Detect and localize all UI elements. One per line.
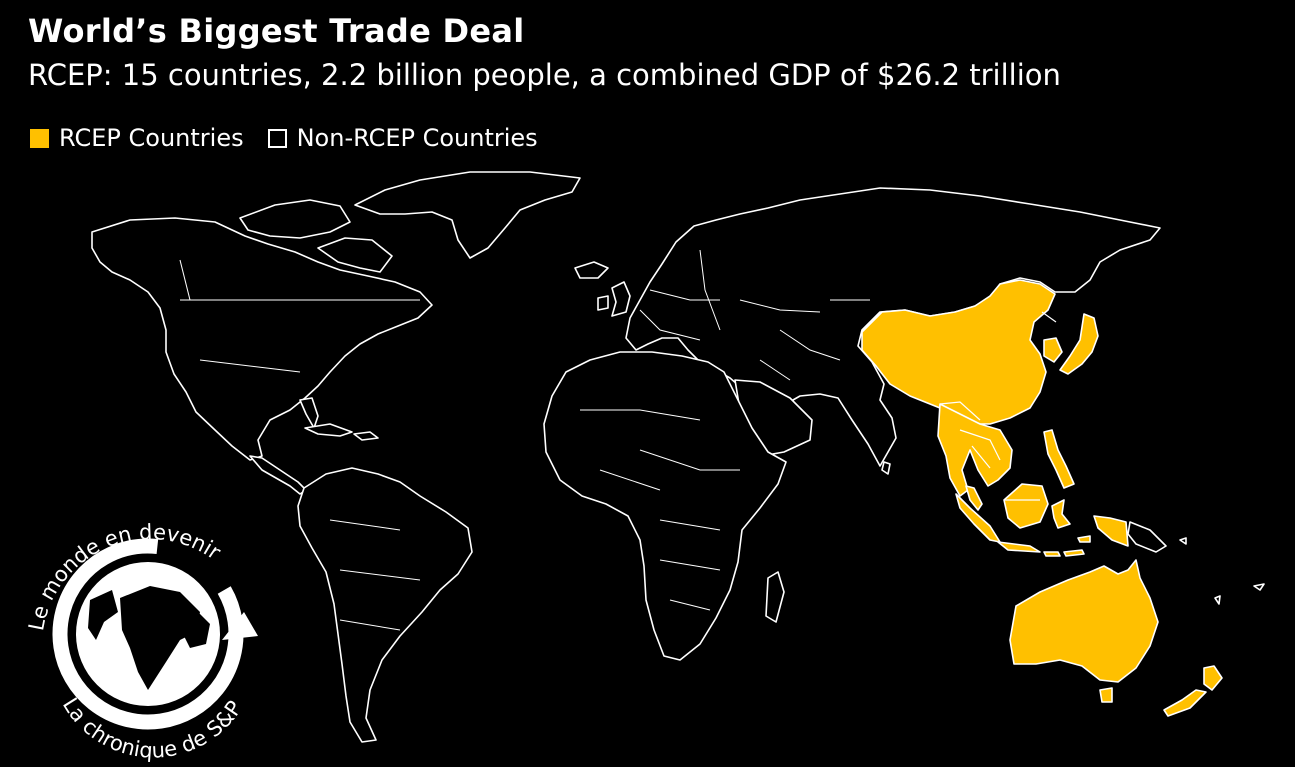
rcep-sulawesi	[1051, 499, 1071, 529]
papua-new-guinea	[1127, 521, 1167, 553]
arrow-icon	[222, 612, 258, 640]
baffin-island	[317, 237, 393, 273]
ireland	[597, 295, 609, 311]
north-america	[91, 217, 433, 461]
rcep-australia	[1009, 559, 1159, 683]
rcep-tasmania	[1099, 687, 1113, 703]
madagascar	[765, 571, 785, 623]
south-america	[297, 467, 473, 743]
sri-lanka	[881, 461, 891, 475]
rcep-philippines	[1043, 429, 1075, 489]
central-america	[249, 455, 307, 495]
country-borders	[179, 249, 870, 631]
great-britain	[611, 281, 631, 317]
florida	[299, 397, 319, 429]
rcep-borders	[939, 311, 1057, 501]
legend-item-rcep: RCEP Countries	[30, 124, 244, 152]
rcep-west-new-guinea	[1093, 515, 1129, 547]
legend-label-rcep: RCEP Countries	[59, 124, 244, 152]
logo-ring	[52, 538, 244, 730]
africa	[543, 351, 787, 661]
legend: RCEP Countries Non-RCEP Countries	[30, 124, 562, 152]
hispaniola	[353, 431, 379, 441]
globe-continents-icon	[88, 586, 210, 690]
arctic-islands	[239, 199, 351, 239]
rcep-south-korea	[1043, 337, 1063, 363]
chronicle-logo: Le monde en devenir La chronique de S&P	[24, 520, 258, 763]
map-title: World’s Biggest Trade Deal	[28, 12, 525, 50]
iceland	[574, 261, 609, 279]
greenland	[354, 171, 581, 259]
cuba	[304, 423, 353, 437]
rcep-swatch	[30, 128, 49, 148]
rcep-lesser-sunda	[1043, 535, 1091, 557]
rcep-borneo	[1003, 483, 1049, 529]
non-rcep-swatch	[267, 128, 287, 148]
rcep-new-zealand-north	[1203, 665, 1223, 691]
pacific-islands	[1179, 537, 1265, 605]
rcep-sumatra	[955, 493, 1001, 543]
rcep-malay-peninsula	[965, 485, 983, 511]
rcep-japan	[1059, 313, 1099, 375]
map-subtitle: RCEP: 15 countries, 2.2 billion people, …	[28, 58, 1061, 92]
legend-item-non-rcep: Non-RCEP Countries	[267, 124, 538, 152]
rcep-china	[861, 279, 1056, 425]
rcep-java	[997, 541, 1041, 553]
legend-label-non-rcep: Non-RCEP Countries	[296, 124, 538, 152]
rcep-new-zealand-south	[1163, 689, 1207, 717]
